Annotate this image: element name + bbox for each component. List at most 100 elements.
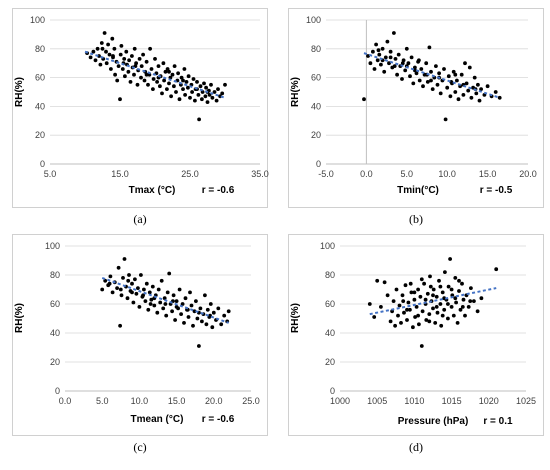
data-point bbox=[372, 315, 377, 319]
data-point bbox=[394, 287, 399, 292]
data-point bbox=[403, 283, 408, 288]
y-axis-label: RH(%) bbox=[14, 303, 25, 333]
data-point bbox=[186, 315, 191, 319]
y-tick-label: 40 bbox=[50, 328, 60, 338]
x-tick-label: 0.0 bbox=[59, 396, 72, 406]
x-tick-label: 1005 bbox=[367, 396, 387, 406]
data-point bbox=[442, 67, 446, 71]
data-point bbox=[144, 281, 149, 286]
data-point bbox=[174, 90, 178, 94]
data-point bbox=[409, 290, 414, 295]
data-point bbox=[449, 305, 454, 309]
data-point bbox=[438, 284, 443, 289]
data-point bbox=[388, 55, 393, 60]
data-point bbox=[116, 265, 121, 270]
data-point bbox=[186, 85, 190, 90]
data-point bbox=[143, 299, 148, 303]
y-tick-label: 40 bbox=[325, 328, 335, 338]
data-point bbox=[91, 49, 96, 54]
x-tick-label: 15.0 bbox=[168, 396, 186, 406]
x-tick-label: 15.0 bbox=[479, 169, 497, 179]
data-point bbox=[133, 277, 137, 282]
x-tick-label: 1000 bbox=[330, 396, 350, 406]
y-axis-label: RH(%) bbox=[14, 77, 25, 107]
chart-panel-b: 0 20 40 60 80 100 -5.0 0.0 5.0 10.0 15.0 20.0 RH(%) T… bbox=[288, 8, 544, 208]
x-tick-label: 15.0 bbox=[111, 169, 129, 179]
data-point bbox=[403, 68, 408, 73]
data-point bbox=[216, 87, 220, 91]
data-point bbox=[419, 67, 424, 71]
data-point bbox=[446, 74, 451, 79]
data-point bbox=[126, 278, 131, 283]
y-tick-label: 0 bbox=[40, 159, 45, 169]
y-tick-label: 80 bbox=[325, 270, 335, 280]
data-point bbox=[380, 46, 385, 51]
data-point bbox=[493, 90, 498, 94]
data-point bbox=[226, 309, 231, 314]
data-point bbox=[438, 302, 443, 306]
y-tick-label: 0 bbox=[316, 159, 321, 169]
data-point bbox=[399, 321, 403, 325]
data-point bbox=[457, 278, 461, 283]
x-tick-label: 1020 bbox=[479, 396, 499, 406]
data-point bbox=[123, 74, 127, 79]
data-point bbox=[132, 46, 137, 51]
data-point bbox=[208, 302, 213, 306]
x-axis-label: Pressure (hPa) bbox=[398, 416, 469, 427]
chart-b: 0 20 40 60 80 100 -5.0 0.0 5.0 10.0 15.0 20.0 RH(%) T… bbox=[290, 15, 537, 196]
data-point bbox=[164, 313, 169, 318]
data-point bbox=[463, 313, 467, 318]
data-point bbox=[121, 276, 125, 280]
data-point bbox=[132, 72, 136, 77]
data-point bbox=[115, 78, 120, 83]
data-point bbox=[186, 74, 191, 79]
y-tick-label: 60 bbox=[325, 299, 335, 309]
data-point bbox=[177, 287, 182, 292]
data-point bbox=[195, 316, 200, 321]
correlation-annotation: r = 0.1 bbox=[483, 416, 513, 427]
data-point bbox=[146, 82, 150, 87]
trend-line bbox=[363, 52, 501, 99]
data-point bbox=[156, 287, 161, 292]
data-point bbox=[438, 91, 443, 96]
data-point bbox=[118, 52, 123, 57]
data-point bbox=[198, 306, 203, 311]
data-point bbox=[122, 57, 127, 61]
data-point bbox=[147, 290, 152, 295]
data-point bbox=[453, 72, 458, 77]
chart-a: 0 20 40 60 80 100 5.0 15.0 25.0 35.0 RH(%) Tmax (°C… bbox=[14, 15, 269, 196]
chart-d: 0 20 40 60 80 100 1000 1005 1010 1015 1020 1025 RH(%… bbox=[290, 241, 536, 427]
data-point bbox=[371, 49, 375, 54]
data-point bbox=[155, 80, 160, 84]
data-point bbox=[202, 81, 206, 86]
data-point bbox=[177, 97, 182, 102]
y-tick-label: 100 bbox=[306, 15, 321, 25]
data-point bbox=[409, 55, 414, 60]
data-point bbox=[196, 93, 201, 97]
data-point bbox=[468, 299, 473, 303]
data-point bbox=[420, 309, 425, 314]
data-point bbox=[402, 310, 406, 315]
data-point bbox=[135, 82, 140, 87]
data-point bbox=[163, 302, 168, 306]
data-point bbox=[162, 296, 167, 301]
data-point bbox=[95, 46, 100, 51]
data-point bbox=[170, 72, 175, 77]
data-point bbox=[137, 305, 142, 309]
data-point bbox=[424, 318, 429, 322]
data-point bbox=[463, 61, 467, 66]
data-point bbox=[190, 90, 195, 94]
data-point bbox=[419, 344, 424, 348]
data-point bbox=[431, 293, 435, 298]
data-point bbox=[191, 77, 196, 81]
data-point bbox=[108, 274, 113, 279]
y-tick-label: 20 bbox=[50, 357, 60, 367]
data-point bbox=[408, 281, 413, 286]
data-point bbox=[220, 91, 225, 96]
data-point bbox=[174, 299, 179, 303]
data-point bbox=[453, 90, 458, 94]
data-point bbox=[115, 286, 119, 290]
data-point bbox=[195, 80, 199, 84]
data-point bbox=[193, 98, 197, 103]
data-point bbox=[383, 55, 388, 60]
